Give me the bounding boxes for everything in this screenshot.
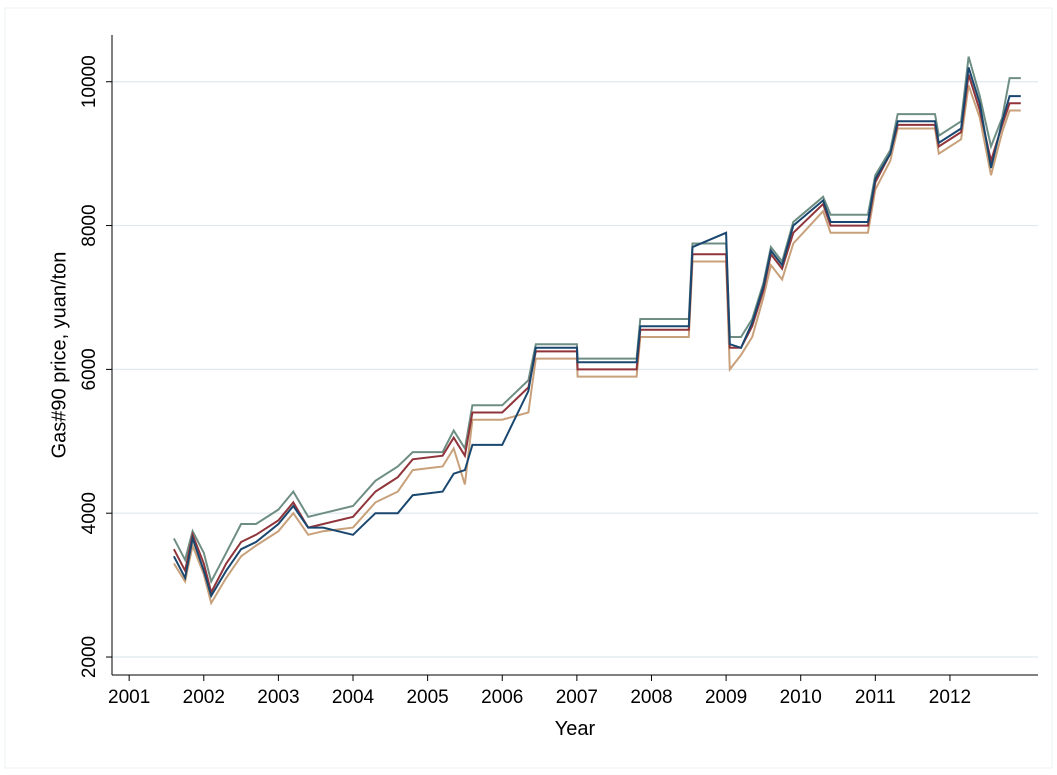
x-tick-label: 2006 xyxy=(481,687,523,708)
y-tick-label: 8000 xyxy=(79,204,100,246)
x-tick-label: 2010 xyxy=(780,687,822,708)
x-tick-label: 2008 xyxy=(630,687,672,708)
x-tick-label: 2003 xyxy=(257,687,299,708)
x-tick-label: 2005 xyxy=(406,687,448,708)
x-tick-label: 2012 xyxy=(929,687,971,708)
x-tick-label: 2004 xyxy=(332,687,375,708)
y-axis-title: Gas#90 price, yuan/ton xyxy=(48,252,70,459)
x-tick-label: 2009 xyxy=(705,687,747,708)
y-tick-label: 10000 xyxy=(79,55,100,108)
x-tick-label: 2011 xyxy=(855,687,896,708)
y-tick-label: 6000 xyxy=(79,348,100,390)
x-axis-title: Year xyxy=(555,718,596,740)
x-tick-label: 2002 xyxy=(183,687,225,708)
x-tick-label: 2007 xyxy=(556,687,598,708)
y-tick-label: 4000 xyxy=(79,492,100,534)
series-line xyxy=(173,67,1021,599)
y-tick-label: 2000 xyxy=(79,636,100,678)
x-tick-label: 2001 xyxy=(108,687,150,708)
